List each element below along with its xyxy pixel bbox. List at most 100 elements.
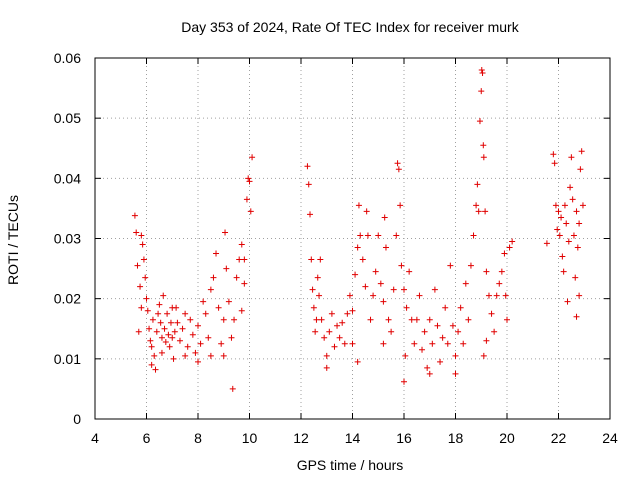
data-point — [480, 142, 487, 149]
data-point — [207, 286, 214, 293]
data-point — [238, 241, 245, 248]
data-point — [460, 340, 467, 347]
data-point — [470, 232, 477, 239]
data-point — [354, 358, 361, 365]
x-tick-label: 24 — [602, 430, 618, 446]
data-point — [321, 334, 328, 341]
data-point — [554, 226, 561, 233]
data-point — [388, 328, 395, 335]
data-point — [238, 307, 245, 314]
data-point — [310, 304, 317, 311]
data-point — [442, 304, 449, 311]
data-point — [213, 250, 220, 257]
data-point — [166, 343, 173, 350]
data-point — [318, 316, 325, 323]
data-point — [156, 301, 163, 308]
data-point — [570, 232, 577, 239]
data-point — [573, 208, 580, 215]
data-point — [195, 358, 201, 365]
data-point — [509, 238, 516, 245]
data-point — [176, 337, 183, 344]
data-point — [309, 286, 316, 293]
data-point — [401, 286, 407, 293]
data-point — [218, 340, 225, 347]
data-point — [380, 298, 387, 305]
data-point — [408, 316, 415, 323]
data-point — [502, 292, 509, 299]
data-point — [385, 316, 392, 323]
grid-lines — [95, 58, 610, 419]
data-point — [578, 148, 585, 155]
data-point — [314, 274, 321, 281]
data-point — [424, 364, 431, 371]
data-point — [416, 292, 423, 299]
data-point — [165, 331, 172, 338]
data-point — [473, 202, 480, 209]
data-point — [498, 268, 505, 275]
data-point — [402, 352, 409, 359]
data-point — [328, 310, 335, 317]
data-point — [146, 325, 153, 332]
data-point — [563, 220, 570, 227]
data-point — [169, 334, 176, 341]
x-tick-label: 12 — [293, 430, 309, 446]
data-point — [411, 340, 418, 347]
data-point — [568, 154, 575, 161]
data-point — [565, 238, 572, 245]
data-point — [394, 160, 401, 167]
x-tick-label: 4 — [91, 430, 99, 446]
x-tick-label: 16 — [396, 430, 412, 446]
data-point — [222, 229, 229, 236]
data-point — [161, 325, 168, 332]
data-point — [246, 178, 253, 185]
data-point — [189, 331, 196, 338]
data-point — [167, 319, 174, 326]
data-point — [474, 181, 481, 188]
y-tick-label: 0 — [73, 411, 81, 427]
data-point — [398, 262, 405, 269]
axis-ticks: 4 6 8 10 12 14 16 18 20 22 24 0 0.01 0.02 0.03 0.04 0.05… — [54, 50, 618, 446]
data-point — [207, 352, 214, 359]
data-point — [169, 304, 176, 311]
data-point — [187, 316, 194, 323]
data-point — [483, 268, 490, 275]
data-point — [579, 202, 586, 209]
data-point — [307, 211, 314, 218]
data-point — [233, 274, 240, 281]
data-point — [480, 154, 487, 161]
data-point — [355, 202, 362, 209]
data-point — [184, 343, 191, 350]
data-point — [202, 310, 209, 317]
data-point — [354, 244, 361, 251]
data-point — [476, 118, 483, 125]
data-point — [567, 184, 574, 191]
data-point — [148, 343, 155, 350]
data-point — [312, 328, 319, 335]
data-point — [488, 310, 495, 317]
data-point — [478, 88, 485, 95]
data-point — [341, 340, 348, 347]
x-tick-label: 10 — [242, 430, 258, 446]
data-point — [155, 310, 162, 317]
data-point — [382, 244, 389, 251]
data-point — [439, 334, 446, 341]
data-point — [192, 349, 199, 356]
data-point — [479, 70, 486, 77]
x-tick-label: 18 — [448, 430, 464, 446]
data-point — [197, 340, 204, 347]
y-tick-label: 0.04 — [54, 170, 81, 186]
y-tick-label: 0.06 — [54, 50, 81, 66]
data-point — [426, 316, 433, 323]
data-point — [158, 334, 165, 341]
data-point — [352, 271, 359, 278]
data-point — [143, 295, 150, 302]
data-point — [419, 346, 426, 353]
data-points — [131, 67, 586, 392]
data-point — [370, 292, 377, 299]
data-point — [349, 340, 356, 347]
data-point — [152, 366, 159, 373]
data-point — [421, 328, 428, 335]
data-point — [485, 292, 492, 299]
data-point — [381, 214, 388, 221]
